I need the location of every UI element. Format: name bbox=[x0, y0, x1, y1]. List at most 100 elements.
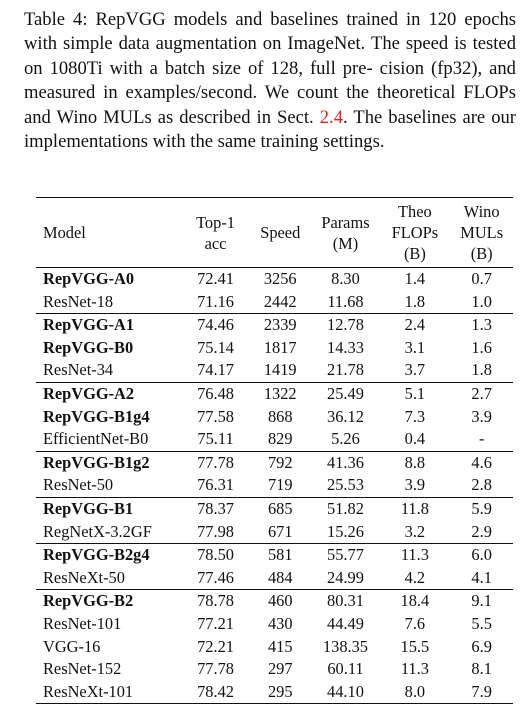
cell-top1: 77.78 bbox=[197, 659, 234, 679]
cell-params: 14.33 bbox=[327, 337, 364, 357]
cell-speed: 719 bbox=[267, 475, 293, 495]
cell-model: RepVGG-B1g2 bbox=[36, 450, 183, 475]
header-flops: Theo FLOPs (B) bbox=[379, 197, 451, 268]
cell-model: ResNet-34 bbox=[43, 360, 114, 380]
header-flops-line3: (B) bbox=[403, 244, 426, 263]
cell-muls: 3.9 bbox=[471, 406, 492, 426]
cell-model: ResNeXt-101 bbox=[36, 680, 183, 705]
cell-top1: 77.98 bbox=[197, 521, 234, 541]
cell-speed: 1419 bbox=[263, 360, 297, 380]
cell-speed: 581 bbox=[248, 543, 312, 567]
cell-top1: 76.31 bbox=[197, 475, 234, 495]
cell-params: 80.31 bbox=[311, 589, 380, 613]
cell-muls: - bbox=[478, 429, 485, 449]
cell-flops: 11.8 bbox=[379, 496, 451, 521]
cell-muls: 8.1 bbox=[471, 659, 492, 679]
table-row: RepVGG-B1 78.37 685 51.82 11.8 5.9 bbox=[36, 496, 513, 521]
table-row: ResNet-50 76.31 719 25.53 3.9 2.8 bbox=[36, 474, 513, 497]
cell-flops: 1.4 bbox=[379, 266, 451, 291]
cell-speed: 868 bbox=[267, 406, 293, 426]
caption-line-5: the theoretical FLOPs and Wino MULs as d… bbox=[24, 82, 516, 128]
cell-params: 12.78 bbox=[311, 313, 380, 337]
cell-top1: 75.14 bbox=[197, 337, 234, 357]
cell-flops: 3.7 bbox=[404, 360, 426, 380]
results-table-wrap: Model Top-1 acc Speed Params (M) Theo FL… bbox=[36, 197, 513, 705]
table-row: RegNetX-3.2GF 77.98 671 15.26 3.2 2.9 bbox=[36, 521, 513, 544]
cell-muls: 7.9 bbox=[450, 680, 513, 705]
table-row: RepVGG-A0 72.41 3256 8.30 1.4 0.7 bbox=[36, 266, 513, 291]
cell-speed: 460 bbox=[248, 589, 312, 613]
cell-params: 21.78 bbox=[327, 360, 364, 380]
table-row: EfficientNet-B0 75.11 829 5.26 0.4 - bbox=[36, 428, 513, 451]
header-flops-line2: FLOPs bbox=[391, 223, 439, 242]
cell-muls: 1.8 bbox=[471, 360, 492, 380]
cell-flops: 7.3 bbox=[404, 406, 426, 426]
cell-params: 36.12 bbox=[327, 406, 364, 426]
cell-model: EfficientNet-B0 bbox=[43, 429, 149, 449]
cell-model: ResNeXt-50 bbox=[43, 567, 125, 587]
cell-params: 41.36 bbox=[311, 450, 380, 475]
cell-flops: 11.3 bbox=[379, 543, 451, 567]
table-row: ResNet-34 74.17 1419 21.78 3.7 1.8 bbox=[36, 359, 513, 382]
header-muls-line1: Wino bbox=[463, 202, 500, 221]
table-body: RepVGG-A0 72.41 3256 8.30 1.4 0.7 ResNet-18 71.… bbox=[36, 266, 513, 705]
header-top1: Top-1 acc bbox=[182, 197, 249, 268]
cell-flops: 15.5 bbox=[400, 636, 430, 656]
cell-model: ResNet-152 bbox=[43, 659, 122, 679]
cell-speed: 297 bbox=[267, 659, 293, 679]
cell-muls: 1.3 bbox=[450, 313, 513, 337]
table-row: ResNeXt-101 78.42 295 44.10 8.0 7.9 bbox=[36, 680, 513, 705]
cell-flops: 8.0 bbox=[379, 680, 451, 705]
cell-params: 24.99 bbox=[327, 567, 364, 587]
cell-params: 55.77 bbox=[311, 543, 380, 567]
cell-muls: 2.9 bbox=[471, 521, 492, 541]
cell-speed: 415 bbox=[267, 636, 293, 656]
table-row: RepVGG-B0 75.14 1817 14.33 3.1 1.6 bbox=[36, 337, 513, 360]
cell-top1: 74.46 bbox=[182, 313, 249, 337]
cell-params: 51.82 bbox=[311, 496, 380, 521]
cell-model: ResNet-101 bbox=[43, 613, 122, 633]
header-muls: Wino MULs (B) bbox=[450, 197, 513, 268]
cell-params: 138.35 bbox=[322, 636, 368, 656]
cell-params: 25.49 bbox=[311, 381, 380, 406]
cell-model: RepVGG-B1g4 bbox=[43, 406, 150, 426]
header-params-line2: (M) bbox=[332, 233, 359, 253]
cell-flops: 4.2 bbox=[404, 567, 426, 587]
cell-flops: 2.4 bbox=[379, 313, 451, 337]
cell-top1: 78.50 bbox=[182, 543, 249, 567]
cell-speed: 2339 bbox=[248, 313, 312, 337]
table-row: ResNet-152 77.78 297 60.11 11.3 8.1 bbox=[36, 658, 513, 681]
cell-top1: 75.11 bbox=[197, 429, 234, 449]
cell-top1: 78.78 bbox=[182, 589, 249, 613]
section-reference-link[interactable]: 2.4 bbox=[319, 106, 343, 128]
cell-top1: 77.21 bbox=[197, 613, 234, 633]
table-row: RepVGG-A2 76.48 1322 25.49 5.1 2.7 bbox=[36, 381, 513, 406]
cell-top1: 77.58 bbox=[197, 406, 234, 426]
cell-params: 60.11 bbox=[327, 659, 364, 679]
cell-flops: 5.1 bbox=[379, 381, 451, 406]
cell-muls: 1.6 bbox=[471, 337, 492, 357]
cell-model: RepVGG-A0 bbox=[36, 266, 183, 291]
cell-flops: 18.4 bbox=[379, 589, 451, 613]
cell-top1: 76.48 bbox=[182, 381, 249, 406]
cell-model: RepVGG-B1 bbox=[36, 496, 183, 521]
cell-params: 44.10 bbox=[311, 680, 380, 705]
cell-params: 5.26 bbox=[331, 429, 360, 449]
table-caption: Table 4: RepVGG models and baselines tra… bbox=[24, 8, 516, 154]
cell-speed: 792 bbox=[248, 450, 312, 475]
cell-muls: 2.8 bbox=[471, 475, 492, 495]
cell-params: 8.30 bbox=[311, 266, 380, 291]
caption-line-3: speed is tested on 1080Ti with a batch s… bbox=[24, 33, 516, 79]
table-row: RepVGG-B2g4 78.50 581 55.77 11.3 6.0 bbox=[36, 543, 513, 567]
header-speed: Speed bbox=[248, 197, 312, 268]
cell-muls: 9.1 bbox=[450, 589, 513, 613]
table-row: RepVGG-B2 78.78 460 80.31 18.4 9.1 bbox=[36, 589, 513, 613]
cell-speed: 685 bbox=[248, 496, 312, 521]
cell-flops: 3.1 bbox=[404, 337, 426, 357]
cell-flops: 11.3 bbox=[400, 659, 429, 679]
cell-muls: 1.0 bbox=[471, 291, 492, 311]
table-row: RepVGG-B1g2 77.78 792 41.36 8.8 4.6 bbox=[36, 450, 513, 475]
cell-flops: 3.9 bbox=[404, 475, 426, 495]
cell-flops: 0.4 bbox=[404, 429, 426, 449]
